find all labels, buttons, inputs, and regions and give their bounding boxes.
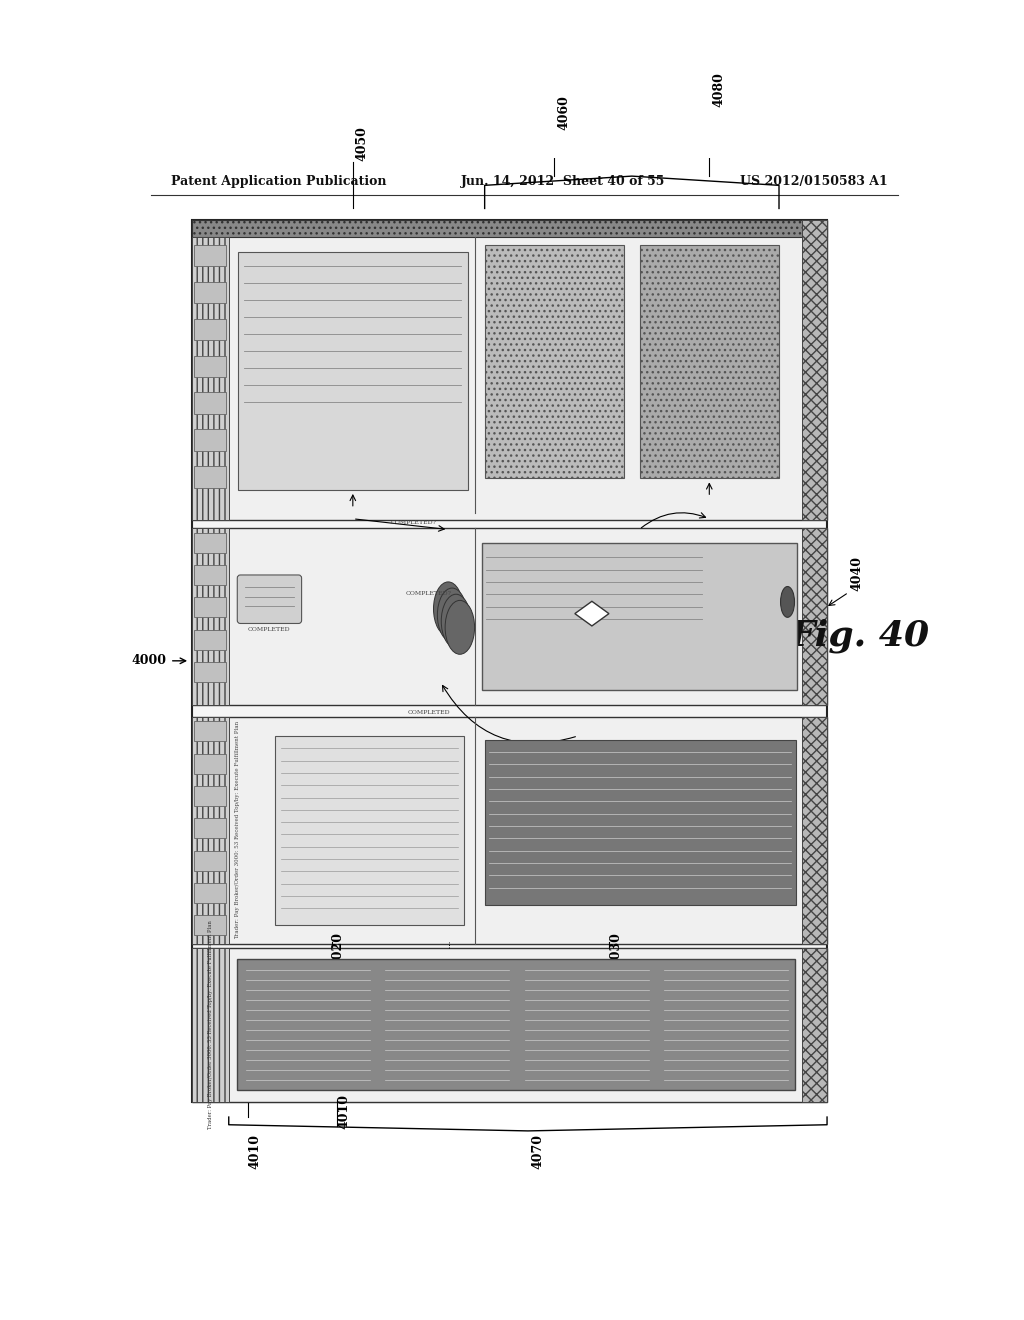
- Text: US 2012/0150583 A1: US 2012/0150583 A1: [739, 176, 888, 187]
- Bar: [802, 220, 827, 520]
- Bar: [802, 717, 827, 944]
- Bar: [194, 533, 226, 553]
- Text: COMPLETED: COMPLETED: [408, 710, 451, 714]
- Text: Trader: Pay Broker/Order 3000: 53 Received Top/by: Execute Fulfillment Plan: Trader: Pay Broker/Order 3000: 53 Receiv…: [208, 920, 213, 1129]
- Bar: [194, 818, 226, 838]
- Text: Trader: Pay Broker/Order 3000: 53 Received Top/by: Execute Fulfillment Plan: Trader: Pay Broker/Order 3000: 53 Receiv…: [234, 721, 240, 940]
- Bar: [194, 663, 226, 682]
- Bar: [194, 281, 226, 304]
- Ellipse shape: [437, 589, 467, 642]
- Bar: [194, 392, 226, 414]
- Text: 4050: 4050: [356, 125, 369, 161]
- Bar: [191, 220, 827, 520]
- Bar: [194, 429, 226, 451]
- Bar: [191, 238, 228, 520]
- Bar: [191, 948, 228, 1102]
- Text: Fig. 40: Fig. 40: [791, 619, 931, 653]
- Bar: [191, 220, 827, 1102]
- Bar: [194, 565, 226, 585]
- Bar: [191, 717, 827, 944]
- Bar: [191, 948, 827, 1102]
- Bar: [275, 737, 464, 924]
- FancyBboxPatch shape: [238, 576, 302, 623]
- Bar: [194, 244, 226, 267]
- Text: Patent Application Publication: Patent Application Publication: [171, 176, 386, 187]
- Bar: [194, 318, 226, 341]
- Text: 4000: 4000: [132, 655, 167, 668]
- Bar: [194, 598, 226, 618]
- Bar: [191, 717, 228, 944]
- Bar: [194, 883, 226, 903]
- Text: 4040: 4040: [850, 556, 863, 591]
- Text: COMPLETED?: COMPLETED?: [406, 591, 452, 595]
- Bar: [194, 915, 226, 936]
- Bar: [194, 355, 226, 378]
- Text: 4010: 4010: [337, 1093, 350, 1129]
- Ellipse shape: [445, 601, 474, 655]
- Bar: [194, 721, 226, 742]
- Text: 4060: 4060: [557, 95, 570, 129]
- Ellipse shape: [780, 586, 795, 618]
- Bar: [802, 528, 827, 705]
- Bar: [237, 960, 795, 1090]
- Text: Jun. 14, 2012  Sheet 40 of 55: Jun. 14, 2012 Sheet 40 of 55: [461, 176, 666, 187]
- Bar: [484, 244, 624, 478]
- Text: 4070: 4070: [531, 1134, 545, 1170]
- Text: 4080: 4080: [713, 71, 725, 107]
- Text: COMPLETED?: COMPLETED?: [390, 520, 436, 525]
- Bar: [481, 544, 797, 689]
- Bar: [194, 850, 226, 871]
- Ellipse shape: [433, 582, 463, 636]
- Text: 4020: 4020: [332, 932, 345, 966]
- Bar: [194, 466, 226, 488]
- Bar: [191, 528, 827, 705]
- Bar: [194, 785, 226, 807]
- Text: COMPLETED: COMPLETED: [248, 627, 291, 631]
- Bar: [640, 244, 779, 478]
- Bar: [238, 252, 468, 490]
- Ellipse shape: [441, 594, 471, 648]
- Polygon shape: [574, 602, 609, 626]
- Bar: [484, 739, 796, 906]
- Bar: [191, 220, 827, 238]
- Text: 4010: 4010: [248, 1134, 261, 1170]
- Bar: [191, 528, 228, 705]
- Text: 4030: 4030: [609, 932, 623, 966]
- Bar: [194, 754, 226, 774]
- Bar: [194, 630, 226, 649]
- Bar: [802, 948, 827, 1102]
